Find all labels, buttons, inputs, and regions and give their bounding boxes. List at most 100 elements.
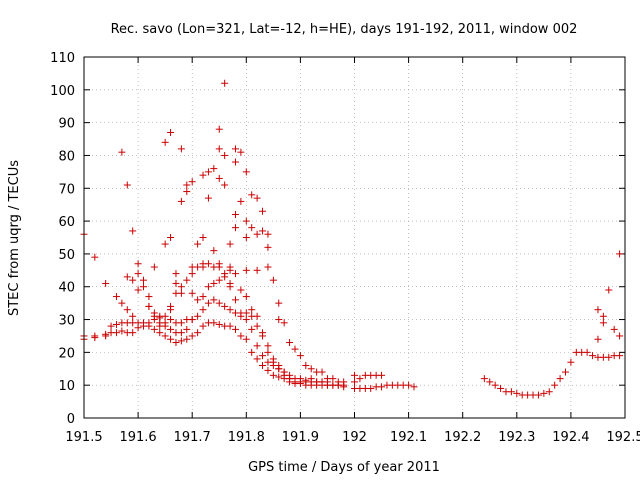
data-point [172,279,180,287]
data-point [248,312,256,320]
data-point [259,352,267,360]
data-point [183,188,191,196]
data-point [102,330,110,338]
data-point [259,361,267,369]
data-point [183,325,191,333]
grid-lines [84,57,625,418]
data-point [296,352,304,360]
data-point [231,296,239,304]
x-tick-label: 192.1 [390,430,427,445]
data-point [91,253,99,261]
data-point [140,283,148,291]
data-point [210,279,218,287]
data-point [177,145,185,153]
data-point [269,276,277,284]
data-point [307,375,315,383]
data-point [302,378,310,386]
data-point [156,329,164,337]
data-point [334,381,342,389]
data-point [221,151,229,159]
data-point [194,312,202,320]
data-point [231,211,239,219]
y-tick-labels: 0 10 20 30 40 50 60 70 80 90 100 110 [50,51,75,427]
data-point [275,365,283,373]
data-point [204,299,212,307]
x-tick-label: 191.8 [228,430,265,445]
data-point [199,322,207,330]
data-point [167,316,175,324]
data-point [264,348,272,356]
data-point [248,325,256,333]
axis-ticks [83,56,626,419]
y-tick-label: 40 [58,281,75,296]
data-point [259,332,267,340]
data-point [221,181,229,189]
data-point [594,306,602,314]
data-point [259,207,267,215]
data-point [188,178,196,186]
data-point [318,368,326,376]
data-point [199,293,207,301]
data-point [253,322,261,330]
data-point [226,266,234,274]
data-point [226,240,234,248]
data-point [188,270,196,278]
data-point [91,332,99,340]
data-point [118,148,126,156]
data-point [177,329,185,337]
data-point [112,293,120,301]
data-point [589,352,597,360]
data-point [540,389,548,397]
x-tick-label: 191.6 [119,430,156,445]
data-point [123,273,131,281]
data-point [248,191,256,199]
data-point [242,316,250,324]
data-point [367,384,375,392]
data-point [286,375,294,383]
y-axis-label: STEC from uqrg / TECUs [7,160,22,316]
data-point [188,316,196,324]
data-point [129,312,137,320]
data-point [231,158,239,166]
x-axis-label: GPS time / Days of year 2011 [248,460,440,475]
data-point [242,309,250,317]
data-point [194,263,202,271]
data-point [599,319,607,327]
data-point [237,148,245,156]
data-point [605,353,613,361]
data-point [167,234,175,241]
data-point [204,168,212,176]
data-point [410,383,418,391]
data-point [226,322,234,330]
data-point [340,383,348,391]
data-point [253,230,261,238]
data-point [616,250,624,258]
data-point [351,378,358,386]
y-tick-label: 0 [67,412,75,427]
data-point [275,373,283,381]
y-tick-label: 60 [58,215,75,230]
data-point [551,381,559,389]
data-point [215,276,223,284]
data-point [221,302,229,310]
data-point [161,240,169,248]
data-point [129,329,137,337]
data-point [150,263,158,271]
data-point [167,325,175,333]
data-point [231,270,239,278]
data-point [534,391,542,399]
data-point [215,260,223,268]
data-point [302,361,310,369]
data-point [264,263,272,271]
data-point [215,125,223,133]
x-tick-label: 192.3 [498,430,535,445]
y-tick-label: 10 [58,379,75,394]
data-point [280,319,288,327]
data-point [242,234,250,241]
data-point [231,325,239,333]
data-point [199,306,207,314]
data-point [204,260,212,268]
y-tick-label: 80 [58,149,75,164]
data-point [156,322,164,330]
x-tick-label: 192.4 [552,430,589,445]
